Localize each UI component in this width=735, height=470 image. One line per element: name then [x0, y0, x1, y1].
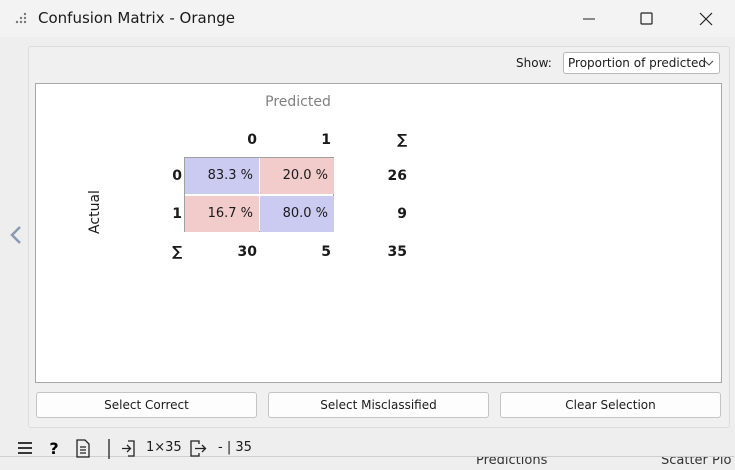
show-combo[interactable]: Proportion of predicted: [563, 52, 720, 74]
matrix-cell[interactable]: 83.3 %: [185, 158, 259, 194]
action-button[interactable]: Select Misclassified: [268, 392, 489, 418]
matrix-frame: [184, 157, 334, 232]
window-title: Confusion Matrix - Orange: [38, 9, 235, 27]
matrix-panel: [35, 83, 722, 383]
input-summary: 1×35: [146, 440, 182, 455]
app-icon: [15, 12, 27, 24]
actual-label: Actual: [87, 190, 103, 234]
column-header: 1: [321, 132, 331, 148]
output-summary: - | 35: [218, 440, 252, 455]
combo-arrow: [704, 60, 714, 66]
collapse-arrow[interactable]: [8, 225, 24, 245]
matrix-cell[interactable]: 16.7 %: [185, 196, 259, 232]
combo-value: Proportion of predicted: [568, 56, 707, 70]
matrix-cell[interactable]: 20.0 %: [260, 158, 334, 194]
action-button[interactable]: Select Correct: [36, 392, 257, 418]
grand-total: 35: [387, 244, 407, 260]
column-header: 0: [247, 132, 257, 148]
row-header: 0: [172, 168, 182, 184]
window-controls[interactable]: [575, 8, 725, 30]
totals-header: ∑: [171, 244, 182, 260]
svg-text:?: ?: [49, 439, 58, 458]
show-label: Show:: [516, 56, 552, 70]
row-total: 26: [387, 168, 407, 184]
column-header: ∑: [396, 132, 407, 148]
row-header: 1: [172, 206, 182, 222]
status-icons: ?: [18, 439, 207, 459]
row-total: 9: [397, 206, 407, 222]
action-button[interactable]: Clear Selection: [500, 392, 721, 418]
title-bar: [0, 0, 735, 37]
predicted-label: Predicted: [265, 94, 331, 110]
matrix-cell[interactable]: 80.0 %: [260, 196, 334, 232]
column-total: 5: [321, 244, 331, 260]
column-total: 30: [237, 244, 257, 260]
